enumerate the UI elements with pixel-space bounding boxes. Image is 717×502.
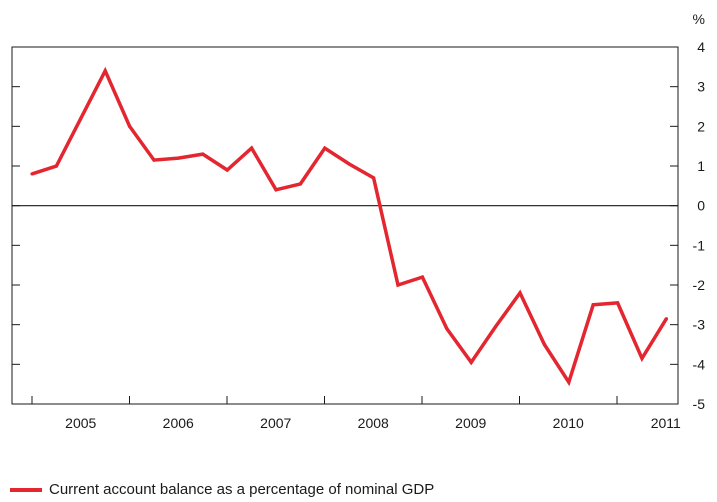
data-point bbox=[250, 146, 254, 150]
data-point bbox=[372, 176, 376, 180]
y-tick-label: -3 bbox=[693, 317, 706, 333]
data-point bbox=[616, 301, 620, 305]
data-point bbox=[225, 168, 229, 172]
y-tick-label: 1 bbox=[697, 158, 705, 174]
legend-label: Current account balance as a percentage … bbox=[49, 481, 435, 498]
data-point bbox=[201, 152, 205, 156]
data-point bbox=[664, 317, 669, 321]
data-point bbox=[298, 182, 302, 186]
x-tick-label: 2007 bbox=[260, 415, 291, 431]
y-axis: 4 3 2 1 0 -1 -2 -3 -4 -5 bbox=[12, 39, 705, 412]
y-tick-label: -4 bbox=[693, 356, 706, 372]
legend: Current account balance as a percentage … bbox=[10, 481, 434, 498]
data-point bbox=[30, 172, 34, 176]
data-point bbox=[445, 327, 449, 331]
y-tick-label: -5 bbox=[693, 396, 706, 412]
x-tick-label: 2009 bbox=[455, 415, 486, 431]
data-point bbox=[79, 116, 83, 120]
y-tick-label: 4 bbox=[697, 39, 705, 55]
data-point bbox=[518, 291, 522, 295]
data-point bbox=[494, 325, 498, 329]
data-point bbox=[542, 342, 547, 347]
data-point bbox=[469, 360, 473, 364]
legend-swatch bbox=[10, 487, 42, 492]
y-tick-label: 0 bbox=[697, 198, 705, 214]
data-point bbox=[347, 162, 351, 166]
data-point bbox=[103, 69, 107, 73]
x-tick-label: 2005 bbox=[65, 415, 96, 431]
y-tick-label: 2 bbox=[697, 118, 705, 134]
data-point bbox=[323, 146, 327, 150]
y-tick-label: -2 bbox=[693, 277, 706, 293]
y-tick-label: -1 bbox=[693, 237, 706, 253]
data-point bbox=[128, 124, 132, 128]
plot-frame bbox=[11, 46, 679, 405]
data-point bbox=[567, 380, 571, 384]
data-points bbox=[30, 69, 669, 384]
x-axis: 2005 2006 2007 2008 2009 2010 2011 bbox=[31, 396, 681, 431]
x-tick-label: 2006 bbox=[163, 415, 194, 431]
data-point bbox=[152, 158, 156, 162]
data-point bbox=[274, 188, 278, 192]
y-tick-label: 3 bbox=[697, 79, 705, 95]
x-tick-label: 2010 bbox=[553, 415, 584, 431]
x-tick-label: 2008 bbox=[358, 415, 389, 431]
data-point bbox=[591, 303, 595, 307]
data-point bbox=[640, 356, 644, 360]
data-point bbox=[420, 275, 424, 279]
data-point bbox=[54, 164, 59, 168]
data-point bbox=[176, 156, 180, 160]
series-line bbox=[31, 66, 668, 387]
unit-label: % bbox=[693, 11, 705, 27]
data-point bbox=[396, 283, 400, 287]
x-tick-label: 2011 bbox=[651, 415, 681, 431]
